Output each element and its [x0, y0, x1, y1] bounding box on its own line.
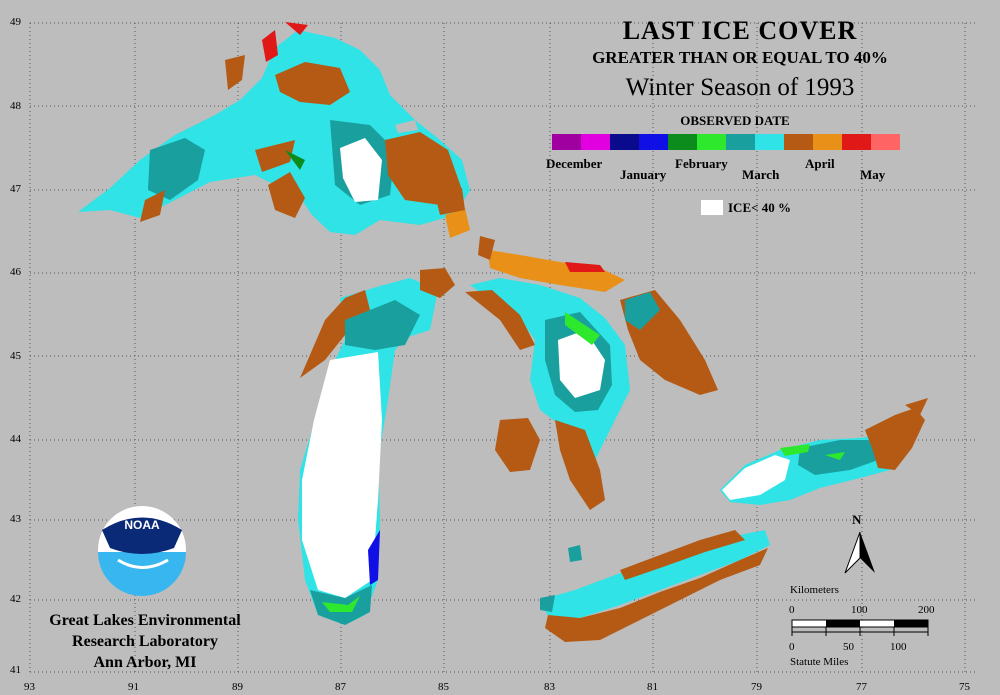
lake-superior [78, 22, 470, 238]
lake-ontario [720, 398, 928, 505]
scale-km-tick-200: 200 [918, 604, 935, 616]
scale-mi-tick-50: 50 [843, 641, 854, 653]
legend-month-may: May [860, 167, 886, 182]
legend-month-december: December [546, 156, 603, 171]
org-line-3: Ann Arbor, MI [93, 654, 197, 671]
scale-mi-title: Statute Miles [790, 656, 849, 668]
legend-swatch-9 [784, 134, 813, 150]
lat-label-48: 48 [10, 100, 21, 112]
legend-swatch-8 [755, 134, 784, 150]
legend-swatch-7 [726, 134, 755, 150]
legend-colorbar [552, 134, 900, 150]
scale-km-title: Kilometers [790, 584, 839, 596]
lon-label-91: 91 [128, 681, 139, 693]
lon-label-93: 93 [24, 681, 35, 693]
lake-michigan [298, 268, 455, 625]
season-title: Winter Season of 1993 [625, 74, 855, 101]
lat-label-45: 45 [10, 350, 21, 362]
legend-swatch-10 [813, 134, 842, 150]
legend-month-march: March [742, 167, 780, 182]
lat-label-44: 44 [10, 433, 21, 445]
legend-swatch-4 [639, 134, 668, 150]
map-subtitle: GREATER THAN OR EQUAL TO 40% [592, 48, 888, 67]
legend-month-january: January [620, 167, 667, 182]
legend-swatch-12 [871, 134, 900, 150]
legend-swatch-3 [610, 134, 639, 150]
lake-st-clair [568, 545, 582, 562]
lat-label-49: 49 [10, 16, 21, 28]
lon-label-79: 79 [751, 681, 762, 693]
lon-label-75: 75 [959, 681, 970, 693]
scale-km-tick-0: 0 [789, 604, 795, 616]
north-arrow [844, 531, 875, 574]
north-label: N [852, 512, 862, 527]
lon-label-87: 87 [335, 681, 346, 693]
scale-mi-tick-100: 100 [890, 641, 907, 653]
lat-label-46: 46 [10, 266, 21, 278]
org-line-2: Research Laboratory [72, 633, 218, 650]
map-title: LAST ICE COVER [622, 16, 858, 45]
scale-mi-tick-0: 0 [789, 641, 795, 653]
legend-swatch-6 [697, 134, 726, 150]
lon-label-85: 85 [438, 681, 449, 693]
lat-label-43: 43 [10, 513, 21, 525]
lat-label-42: 42 [10, 593, 21, 605]
ice-less-than-40-label: ICE< 40 % [728, 200, 792, 215]
lat-label-41: 41 [10, 664, 21, 676]
organization-block: Great Lakes Environmental Research Labor… [30, 610, 260, 673]
lon-label-81: 81 [647, 681, 658, 693]
legend-month-april: April [805, 156, 835, 171]
legend-swatch-1 [552, 134, 581, 150]
org-line-1: Great Lakes Environmental [49, 612, 241, 629]
ice-less-than-40-swatch [701, 200, 723, 215]
legend-swatch-11 [842, 134, 871, 150]
lon-label-89: 89 [232, 681, 243, 693]
scale-bar [791, 619, 929, 636]
legend-month-february: February [675, 156, 728, 171]
lon-label-83: 83 [544, 681, 555, 693]
lat-label-47: 47 [10, 183, 21, 195]
noaa-logo [98, 506, 186, 596]
lake-erie [540, 530, 770, 642]
legend-swatch-5 [668, 134, 697, 150]
lake-huron [465, 236, 718, 510]
lon-label-77: 77 [856, 681, 867, 693]
legend-swatch-2 [581, 134, 610, 150]
noaa-logo-text: NOAA [124, 518, 160, 532]
scale-km-tick-100: 100 [851, 604, 868, 616]
legend-title: OBSERVED DATE [680, 113, 790, 128]
